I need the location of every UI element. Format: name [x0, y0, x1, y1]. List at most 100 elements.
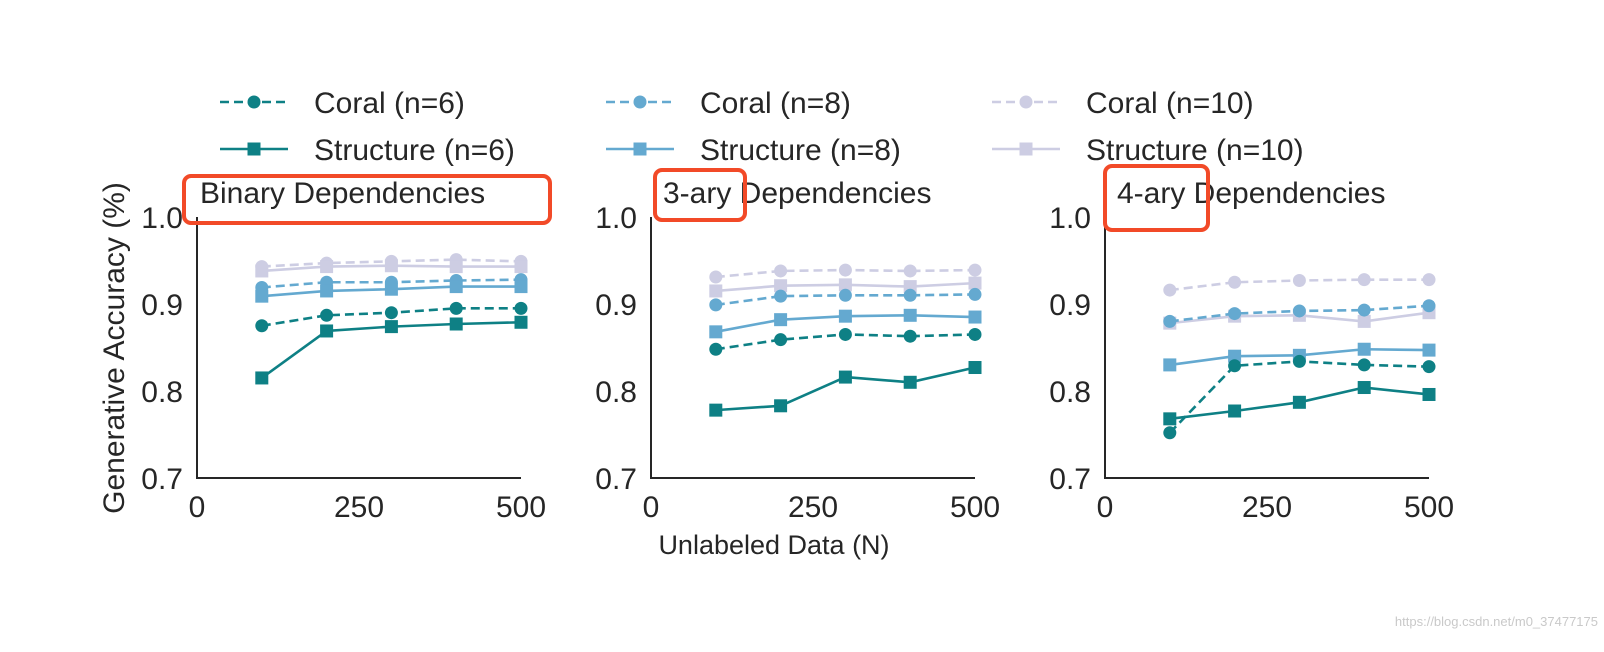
data-point: [320, 260, 334, 274]
data-point: [838, 278, 852, 292]
data-point: [1163, 426, 1177, 440]
x-tick-label: 0: [189, 491, 206, 524]
data-point: [1422, 273, 1436, 287]
x-tick-label: 500: [496, 491, 546, 524]
data-point: [1292, 354, 1306, 368]
data-point: [968, 263, 982, 277]
data-point: [838, 327, 852, 341]
data-point: [255, 371, 269, 385]
data-point: [709, 298, 723, 312]
data-point: [838, 288, 852, 302]
legend-label: Coral (n=8): [700, 87, 851, 120]
data-point: [384, 259, 398, 273]
x-tick-label: 0: [1097, 491, 1114, 524]
x-axis-label: Unlabeled Data (N): [658, 530, 889, 560]
data-point: [774, 289, 788, 303]
data-point: [1357, 381, 1371, 395]
data-point: [968, 361, 982, 375]
legend: Coral (n=6) Structure (n=6) Coral (n=8) Str…: [220, 87, 1304, 167]
panel-1: Binary Dependencies 0.7 0.8 0.9 1.0 0 250 500: [141, 174, 552, 524]
data-point: [709, 284, 723, 298]
data-point: [774, 279, 788, 293]
data-point: [1292, 304, 1306, 318]
y-tick-label: 0.8: [595, 376, 637, 409]
data-point: [514, 301, 528, 315]
data-point: [774, 313, 788, 327]
data-point: [1228, 349, 1242, 363]
legend-entry-structure-n-10: Structure (n=10): [992, 134, 1304, 167]
panel-title: 3-ary Dependencies: [663, 177, 932, 210]
data-point: [968, 310, 982, 324]
series-coral-n-8: [1163, 299, 1436, 328]
watermark: https://blog.csdn.net/m0_37477175: [1395, 614, 1598, 629]
data-point: [384, 282, 398, 296]
data-point: [1163, 314, 1177, 328]
legend-entry-structure-n-8: Structure (n=8): [606, 134, 901, 167]
legend-label: Structure (n=10): [1086, 134, 1304, 167]
data-point: [903, 288, 917, 302]
data-point: [903, 264, 917, 278]
data-point: [1228, 404, 1242, 418]
data-point: [1357, 314, 1371, 328]
y-tick-label: 0.9: [141, 289, 183, 322]
data-point: [1422, 343, 1436, 357]
data-point: [320, 284, 334, 298]
data-point: [449, 280, 463, 294]
data-point: [968, 327, 982, 341]
y-tick-label: 1.0: [595, 202, 637, 235]
data-point: [514, 260, 528, 274]
series-structure-n-8: [709, 308, 982, 339]
legend-entry-structure-n-6: Structure (n=6): [220, 134, 515, 167]
data-point: [774, 333, 788, 347]
data-point: [384, 320, 398, 334]
data-point: [709, 403, 723, 417]
series-coral-n-6: [709, 327, 982, 356]
series-coral-n-6: [1163, 354, 1436, 440]
data-point: [709, 342, 723, 356]
data-point: [1422, 387, 1436, 401]
series-structure-n-8: [255, 280, 528, 303]
legend-marker: [633, 142, 647, 156]
legend-marker: [633, 95, 647, 109]
y-tick-label: 0.7: [1049, 463, 1091, 496]
legend-label: Coral (n=10): [1086, 87, 1254, 120]
legend-label: Structure (n=8): [700, 134, 901, 167]
y-tick-label: 0.8: [141, 376, 183, 409]
data-point: [1357, 342, 1371, 356]
x-tick-label: 250: [1242, 491, 1292, 524]
data-point: [968, 287, 982, 301]
y-tick-label: 1.0: [141, 202, 183, 235]
y-axis-label: Generative Accuracy (%): [98, 182, 131, 514]
highlight-box: [653, 168, 747, 222]
y-tick-label: 0.7: [595, 463, 637, 496]
data-point: [903, 375, 917, 389]
series-structure-n-10: [709, 276, 982, 298]
data-point: [1163, 358, 1177, 372]
data-point: [1357, 358, 1371, 372]
data-point: [903, 308, 917, 322]
data-point: [255, 264, 269, 278]
data-point: [1228, 359, 1242, 373]
series-coral-n-10: [1163, 273, 1436, 297]
x-tick-label: 500: [950, 491, 1000, 524]
data-point: [1292, 274, 1306, 288]
data-point: [1163, 412, 1177, 426]
data-point: [449, 317, 463, 331]
legend-marker: [1019, 95, 1033, 109]
data-point: [1163, 283, 1177, 297]
data-point: [320, 324, 334, 338]
y-tick-label: 0.8: [1049, 376, 1091, 409]
data-point: [514, 280, 528, 294]
series-coral-n-6: [255, 301, 528, 333]
data-point: [1422, 360, 1436, 374]
data-point: [838, 370, 852, 384]
legend-entry-coral-n-10: Coral (n=10): [992, 87, 1254, 120]
y-tick-label: 0.9: [595, 289, 637, 322]
series-structure-n-6: [255, 315, 528, 385]
data-point: [968, 276, 982, 290]
legend-marker: [247, 95, 261, 109]
data-point: [709, 325, 723, 339]
legend-entry-coral-n-6: Coral (n=6): [220, 87, 465, 120]
